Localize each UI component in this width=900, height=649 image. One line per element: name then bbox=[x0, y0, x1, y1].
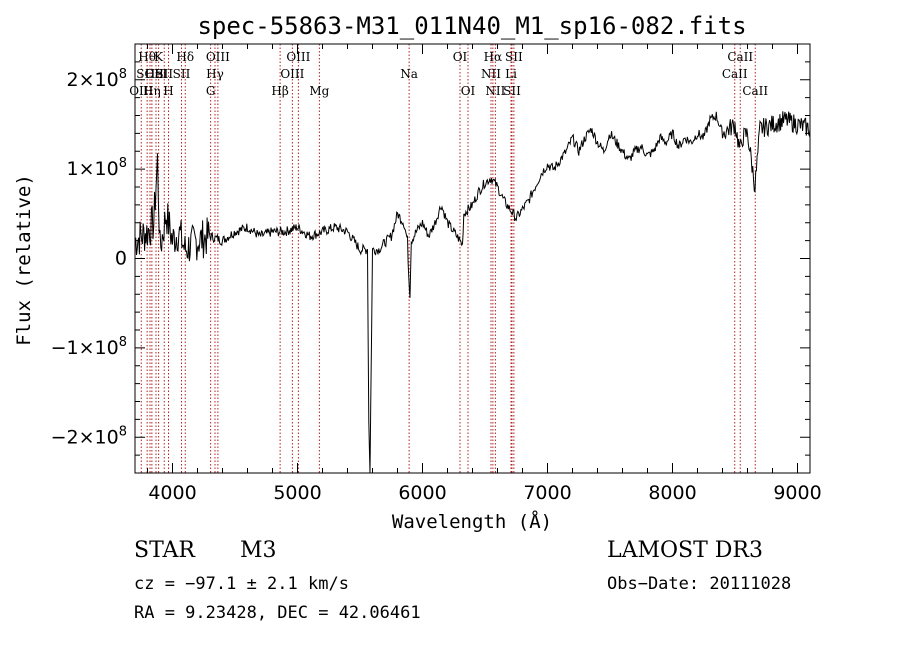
x-axis-label: Wavelength (Å) bbox=[392, 510, 552, 533]
line-label-26: CaII bbox=[722, 67, 748, 81]
y-tick-exponent: 8 bbox=[119, 67, 127, 82]
y-tick-label-1: −1×108 bbox=[51, 335, 127, 359]
x-tick-label-3: 7000 bbox=[523, 482, 571, 504]
plot-frame bbox=[134, 43, 811, 474]
radial-velocity: cz = −97.1 ± 2.1 km/s bbox=[134, 574, 349, 594]
spectrum-line bbox=[134, 111, 811, 474]
line-label-11: Hγ bbox=[206, 67, 224, 81]
line-label-2: SOII bbox=[136, 67, 164, 81]
line-label-15: OIII bbox=[286, 50, 310, 64]
line-label-7: H bbox=[163, 84, 173, 98]
x-tick-label-5: 9000 bbox=[773, 482, 821, 504]
y-tick-label-0: −2×108 bbox=[51, 424, 127, 448]
y-tick-exponent: 8 bbox=[119, 335, 127, 350]
line-label-16: Mg bbox=[309, 84, 329, 98]
line-label-5: K bbox=[154, 50, 164, 64]
axis-ticks bbox=[135, 43, 810, 474]
line-label-13: Hβ bbox=[271, 84, 288, 98]
x-tick-label-4: 8000 bbox=[648, 482, 696, 504]
line-label-25: SII bbox=[505, 50, 523, 64]
y-tick-exponent: 8 bbox=[119, 424, 127, 439]
line-label-28: CaII bbox=[742, 84, 768, 98]
spectral-line-labels: OIIIHθSOIIHηHeIKSIIHHδSIIGHγOIIIHβOIIIOI… bbox=[129, 50, 768, 98]
x-tick-label-0: 4000 bbox=[148, 482, 196, 504]
line-label-27: CaII bbox=[727, 50, 753, 64]
chart-title: spec-55863-M31_011N40_M1_sp16-082.fits bbox=[197, 12, 746, 40]
line-label-19: OI bbox=[461, 84, 476, 98]
line-label-21: Hα bbox=[484, 50, 503, 64]
line-label-8: Hδ bbox=[176, 50, 194, 64]
line-label-18: OI bbox=[453, 50, 468, 64]
x-tick-label-2: 6000 bbox=[398, 482, 446, 504]
survey-name: LAMOST DR3 bbox=[607, 538, 763, 563]
y-axis-label: Flux (relative) bbox=[13, 174, 35, 346]
object-class: STAR bbox=[134, 538, 195, 563]
line-label-12: OIII bbox=[206, 50, 230, 64]
line-label-9: SII bbox=[173, 67, 191, 81]
y-tick-base: 0 bbox=[115, 248, 127, 270]
line-label-1: Hθ bbox=[138, 50, 156, 64]
line-label-10: G bbox=[206, 84, 216, 98]
line-label-14: OIII bbox=[280, 67, 304, 81]
y-tick-exponent: 8 bbox=[119, 156, 127, 171]
y-tick-label-2: 0 bbox=[115, 248, 127, 270]
y-tick-base: 1×10 bbox=[67, 158, 119, 180]
y-tick-base: −2×10 bbox=[51, 426, 119, 448]
y-tick-label-3: 1×108 bbox=[67, 156, 127, 180]
x-tick-labels: 4000 5000 6000 7000 8000 9000 bbox=[148, 482, 821, 504]
y-tick-base: 2×10 bbox=[67, 69, 119, 91]
line-label-20: NII bbox=[481, 67, 501, 81]
x-tick-label-1: 5000 bbox=[273, 482, 321, 504]
line-label-4: HeI bbox=[145, 67, 168, 81]
observation-date: Obs−Date: 20111028 bbox=[607, 574, 792, 594]
object-subclass: M3 bbox=[240, 538, 277, 563]
y-tick-label-4: 2×108 bbox=[67, 67, 127, 91]
line-label-23: Li bbox=[505, 67, 517, 81]
line-label-17: Na bbox=[400, 67, 418, 81]
coordinates: RA = 9.23428, DEC = 42.06461 bbox=[134, 603, 421, 623]
y-tick-base: −1×10 bbox=[51, 337, 119, 359]
line-label-6: SII bbox=[155, 67, 173, 81]
line-label-22: NII bbox=[485, 84, 505, 98]
line-label-3: Hη bbox=[143, 84, 161, 98]
line-label-24: SII bbox=[503, 84, 521, 98]
spectral-line-markers bbox=[140, 44, 756, 473]
